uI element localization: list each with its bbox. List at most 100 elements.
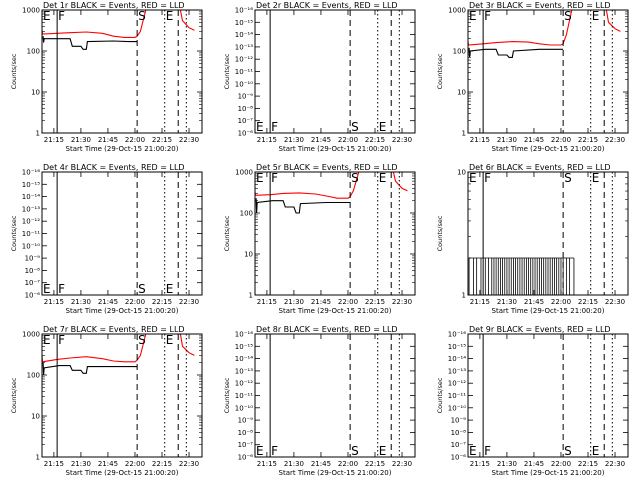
y-tick-label: 10⁻¹³ xyxy=(235,43,253,51)
x-tick-label: 22:15 xyxy=(152,136,172,144)
y-tick-label: 10⁻¹⁵ xyxy=(448,343,466,351)
x-tick-label: 21:15 xyxy=(44,460,64,468)
plot-area xyxy=(42,10,195,50)
marker-label: F xyxy=(271,171,278,185)
plot-frame xyxy=(467,9,629,134)
series-events xyxy=(42,36,138,50)
y-tick-label: 10 xyxy=(31,413,40,421)
x-axis-label: Start Time (29-Oct-15 21:00:20) xyxy=(492,145,605,153)
x-tick-label: 22:15 xyxy=(578,298,598,306)
y-tick-label: 10⁻⁹ xyxy=(238,417,254,425)
marker-label: E xyxy=(43,9,51,23)
panel-det-1: Det 1r BLACK = Events, RED = LLD 1 10 100 10… xyxy=(10,1,203,153)
x-tick-label: 22:15 xyxy=(365,460,385,468)
x-tick-label: 21:30 xyxy=(497,460,517,468)
panel-title: Det 7r BLACK = Events, RED = LLD xyxy=(43,325,185,334)
marker-label: E xyxy=(379,444,387,458)
y-axis-label: Counts/sec xyxy=(10,215,18,251)
marker-label: S xyxy=(351,444,359,458)
plot-frame xyxy=(41,171,203,296)
x-tick-label: 22:30 xyxy=(605,136,625,144)
marker-label: F xyxy=(58,9,65,23)
x-tick-label: 22:00 xyxy=(125,136,145,144)
y-tick-label: 10⁻¹¹ xyxy=(235,392,253,400)
x-tick-label: 22:15 xyxy=(578,460,598,468)
y-tick-label: 10⁻⁷ xyxy=(451,441,467,449)
x-axis-label: Start Time (29-Oct-15 21:00:20) xyxy=(492,469,605,477)
marker-label: F xyxy=(58,282,65,296)
x-tick-label: 21:30 xyxy=(71,136,91,144)
x-tick-label: 22:30 xyxy=(179,460,199,468)
y-tick-label: 10 xyxy=(31,89,40,97)
x-tick-label: 22:15 xyxy=(365,136,385,144)
y-tick-label: 10 xyxy=(244,251,253,259)
series-lld xyxy=(255,172,408,199)
y-tick-label: 10⁻⁸ xyxy=(25,267,41,275)
x-tick-label: 22:15 xyxy=(152,298,172,306)
marker-label: S xyxy=(351,171,359,185)
y-axis-label: Counts/sec xyxy=(436,377,444,413)
x-tick-label: 22:30 xyxy=(179,298,199,306)
panel-title: Det 9r BLACK = Events, RED = LLD xyxy=(469,325,611,334)
x-tick-label: 21:15 xyxy=(470,298,490,306)
marker-label: E xyxy=(256,171,264,185)
y-tick-label: 10⁻⁸ xyxy=(451,429,467,437)
x-tick-label: 21:15 xyxy=(257,298,277,306)
y-tick-label: 10⁻¹³ xyxy=(235,367,253,375)
x-axis-label: Start Time (29-Oct-15 21:00:20) xyxy=(66,145,179,153)
x-tick-label: 22:15 xyxy=(365,298,385,306)
marker-label: E xyxy=(43,282,51,296)
marker-label: S xyxy=(138,282,146,296)
series-lld xyxy=(468,10,621,46)
y-tick-label: 10⁻¹³ xyxy=(22,205,40,213)
marker-label: F xyxy=(58,333,65,347)
marker-label: S xyxy=(564,9,572,23)
y-tick-label: 100 xyxy=(240,210,253,218)
y-tick-label: 1000 xyxy=(22,7,40,15)
panel-title: Det 3r BLACK = Events, RED = LLD xyxy=(469,1,611,10)
y-tick-label: 1 xyxy=(36,130,40,138)
x-tick-label: 22:15 xyxy=(152,460,172,468)
y-tick-label: 10⁻¹⁴ xyxy=(235,31,253,39)
x-tick-label: 22:30 xyxy=(392,136,412,144)
y-tick-label: 10⁻¹² xyxy=(235,380,253,388)
y-tick-label: 10⁻¹² xyxy=(22,218,40,226)
y-axis-label: Counts/sec xyxy=(223,53,231,89)
marker-label: E xyxy=(166,282,174,296)
panel-det-9: Det 9r BLACK = Events, RED = LLD 10⁻⁶ 10⁻⁷… xyxy=(436,325,629,477)
y-tick-label: 100 xyxy=(27,372,40,380)
y-tick-label: 10⁻¹⁶ xyxy=(235,7,253,15)
y-tick-label: 1000 xyxy=(235,169,253,177)
marker-label: S xyxy=(351,120,359,134)
panel-title: Det 5r BLACK = Events, RED = LLD xyxy=(256,163,398,172)
x-tick-label: 22:30 xyxy=(605,298,625,306)
y-tick-label: 10⁻⁶ xyxy=(238,130,254,138)
y-tick-label: 1000 xyxy=(448,7,466,15)
y-tick-label: 10⁻¹¹ xyxy=(448,392,466,400)
marker-label: E xyxy=(166,333,174,347)
marker-label: F xyxy=(484,444,491,458)
y-axis-label: Counts/sec xyxy=(436,215,444,251)
series-lld xyxy=(42,334,195,363)
y-tick-label: 10 xyxy=(457,169,466,177)
marker-label: E xyxy=(469,9,477,23)
plot-area xyxy=(255,172,408,214)
panel-det-4: Det 4r BLACK = Events, RED = LLD 10⁻⁶ 10⁻⁷… xyxy=(10,163,203,315)
panel-det-6: Det 6r BLACK = Events, RED = LLD 1 10 21:15… xyxy=(436,163,629,315)
x-axis-label: Start Time (29-Oct-15 21:00:20) xyxy=(492,307,605,315)
x-tick-label: 21:15 xyxy=(470,460,490,468)
x-axis-label: Start Time (29-Oct-15 21:00:20) xyxy=(66,469,179,477)
x-tick-label: 21:30 xyxy=(284,460,304,468)
y-tick-label: 1 xyxy=(36,454,40,462)
y-tick-label: 10⁻⁷ xyxy=(238,117,254,125)
x-tick-label: 21:15 xyxy=(257,136,277,144)
x-tick-label: 21:45 xyxy=(311,136,331,144)
x-tick-label: 22:00 xyxy=(125,298,145,306)
x-tick-label: 21:30 xyxy=(71,460,91,468)
plot-frame xyxy=(467,171,629,296)
y-axis-label: Counts/sec xyxy=(10,53,18,89)
y-tick-label: 10⁻¹⁴ xyxy=(235,355,253,363)
marker-label: F xyxy=(484,171,491,185)
x-tick-label: 22:00 xyxy=(551,460,571,468)
